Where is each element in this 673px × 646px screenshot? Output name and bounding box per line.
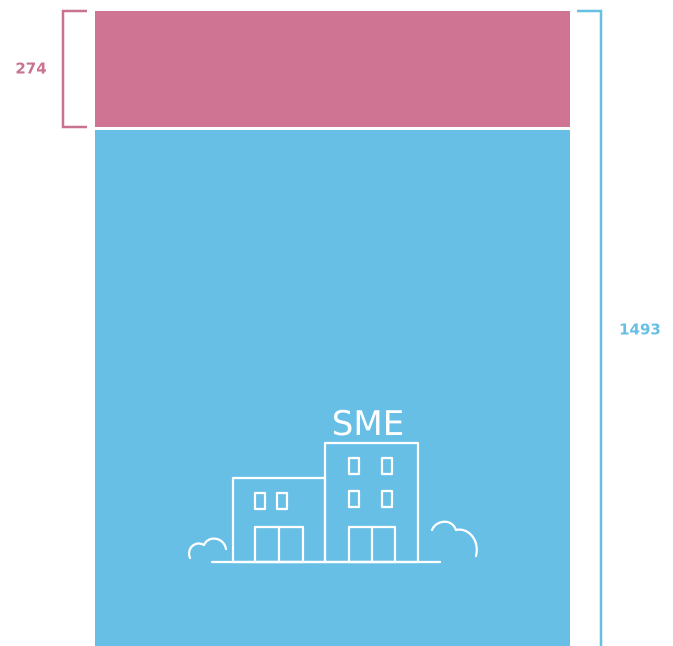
buildings-icon [188, 441, 478, 564]
bar-segment-bottom [95, 129, 570, 646]
bracket-top-segment [61, 9, 87, 129]
bar-segment-top [95, 11, 570, 127]
bracket-total [577, 9, 603, 646]
segment-label-sme: SME [332, 404, 404, 444]
value-label-top-segment: 274 [15, 59, 46, 77]
value-label-total: 1493 [619, 321, 661, 339]
